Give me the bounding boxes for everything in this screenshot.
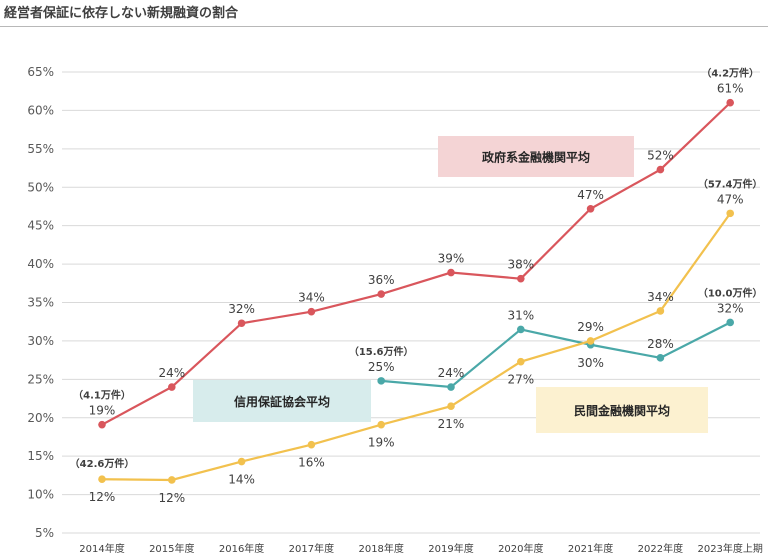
data-point: [447, 402, 455, 411]
y-tick-label: 65%: [27, 65, 54, 79]
y-tick-label: 60%: [27, 103, 54, 117]
y-tick-label: 5%: [35, 526, 54, 540]
data-point: [586, 337, 595, 345]
data-point: [726, 98, 734, 107]
y-tick-label: 30%: [27, 334, 54, 348]
title-divider: [0, 26, 768, 27]
series-line: [101, 101, 731, 426]
data-labels: 19% 24% 32% 34% 36% 39% 38% 47% 52% 61% （4.1万件） （4.…: [70, 67, 763, 505]
data-label: 61%: [717, 82, 744, 96]
x-tick-label: 2014年度: [79, 542, 124, 555]
data-label: 19%: [89, 404, 116, 418]
data-point: [726, 318, 734, 327]
data-label: 21%: [438, 417, 465, 431]
series-line: [101, 212, 732, 482]
data-label: 28%: [647, 337, 674, 351]
x-tick-label: 2016年度: [219, 542, 264, 555]
data-point: [377, 377, 386, 385]
data-point: [168, 476, 176, 484]
data-label: 36%: [368, 273, 395, 287]
data-point: [168, 383, 176, 391]
data-point: [447, 268, 455, 277]
y-tick-label: 55%: [27, 142, 54, 156]
y-tick-label: 20%: [27, 411, 54, 425]
x-tick-label: 2022年度: [638, 542, 683, 555]
data-label: 32%: [717, 301, 744, 315]
data-point: [656, 354, 665, 362]
count-note: （42.6万件）: [70, 457, 135, 470]
data-point: [517, 357, 525, 366]
series-label-box: [438, 136, 634, 177]
series-name: 民間金融機関平均: [574, 403, 670, 418]
data-point: [656, 307, 665, 315]
data-point: [377, 290, 386, 298]
data-point: [237, 457, 246, 466]
data-label: 19%: [368, 436, 395, 450]
data-label: 34%: [647, 290, 674, 304]
data-label: 14%: [228, 473, 255, 487]
page-title: 経営者保証に依存しない新規融資の割合: [4, 6, 239, 21]
x-tick-label: 2021年度: [568, 542, 613, 555]
x-tick-label: 2017年度: [289, 542, 334, 555]
y-tick-label: 50%: [27, 180, 54, 194]
data-label: 16%: [298, 456, 325, 470]
count-note: （4.1万件）: [73, 389, 131, 402]
count-note: （15.6万件）: [349, 345, 414, 358]
axis-labels: 5% 10% 15% 20% 25% 30% 35% 40% 45% 50% 55% 60% 65% 20…: [27, 65, 763, 555]
data-label: 47%: [577, 188, 604, 202]
x-tick-label: 2015年度: [149, 542, 194, 555]
y-tick-label: 45%: [27, 219, 54, 233]
x-tick-label: 2019年度: [428, 542, 473, 555]
data-label: 38%: [507, 258, 534, 272]
series-name: 政府系金融機関平均: [482, 150, 590, 165]
data-label: 52%: [647, 149, 674, 163]
data-label: 24%: [438, 366, 465, 380]
series-line: [381, 321, 731, 389]
series-label-box: [536, 387, 708, 433]
data-label: 30%: [577, 356, 604, 370]
series-name: 信用保証協会平均: [234, 394, 330, 409]
data-label: 39%: [438, 252, 465, 266]
data-label: 47%: [717, 192, 744, 206]
data-point: [98, 420, 106, 429]
x-tick-label: 2018年度: [358, 542, 403, 555]
data-label: 32%: [228, 302, 255, 316]
y-tick-label: 15%: [27, 449, 54, 463]
data-point: [726, 209, 734, 218]
y-tick-label: 35%: [27, 296, 54, 310]
data-point: [307, 307, 316, 316]
y-tick-label: 10%: [27, 488, 54, 502]
data-label: 25%: [368, 360, 395, 374]
x-tick-label: 2023年度上期: [697, 542, 762, 555]
data-point: [98, 475, 106, 484]
data-label: 29%: [577, 320, 604, 334]
y-tick-label: 25%: [27, 372, 54, 386]
data-point: [517, 325, 525, 334]
count-note: （10.0万件）: [698, 286, 763, 299]
data-label: 12%: [89, 490, 116, 504]
data-label: 27%: [507, 373, 534, 387]
data-label: 31%: [507, 308, 534, 322]
count-note: （4.2万件）: [701, 67, 759, 80]
data-point: [307, 440, 316, 449]
y-tick-label: 40%: [27, 257, 54, 271]
data-point: [656, 165, 665, 174]
x-tick-label: 2020年度: [498, 542, 543, 555]
data-label: 34%: [298, 291, 325, 305]
data-label: 12%: [158, 491, 185, 505]
data-point: [237, 319, 246, 328]
data-point: [377, 420, 386, 429]
data-point: [586, 204, 595, 213]
count-note: （57.4万件）: [698, 177, 763, 190]
series-label-box: [193, 380, 371, 422]
data-label: 24%: [158, 366, 185, 380]
series-lines: [98, 98, 734, 484]
data-point: [447, 383, 455, 391]
data-point: [517, 274, 525, 283]
